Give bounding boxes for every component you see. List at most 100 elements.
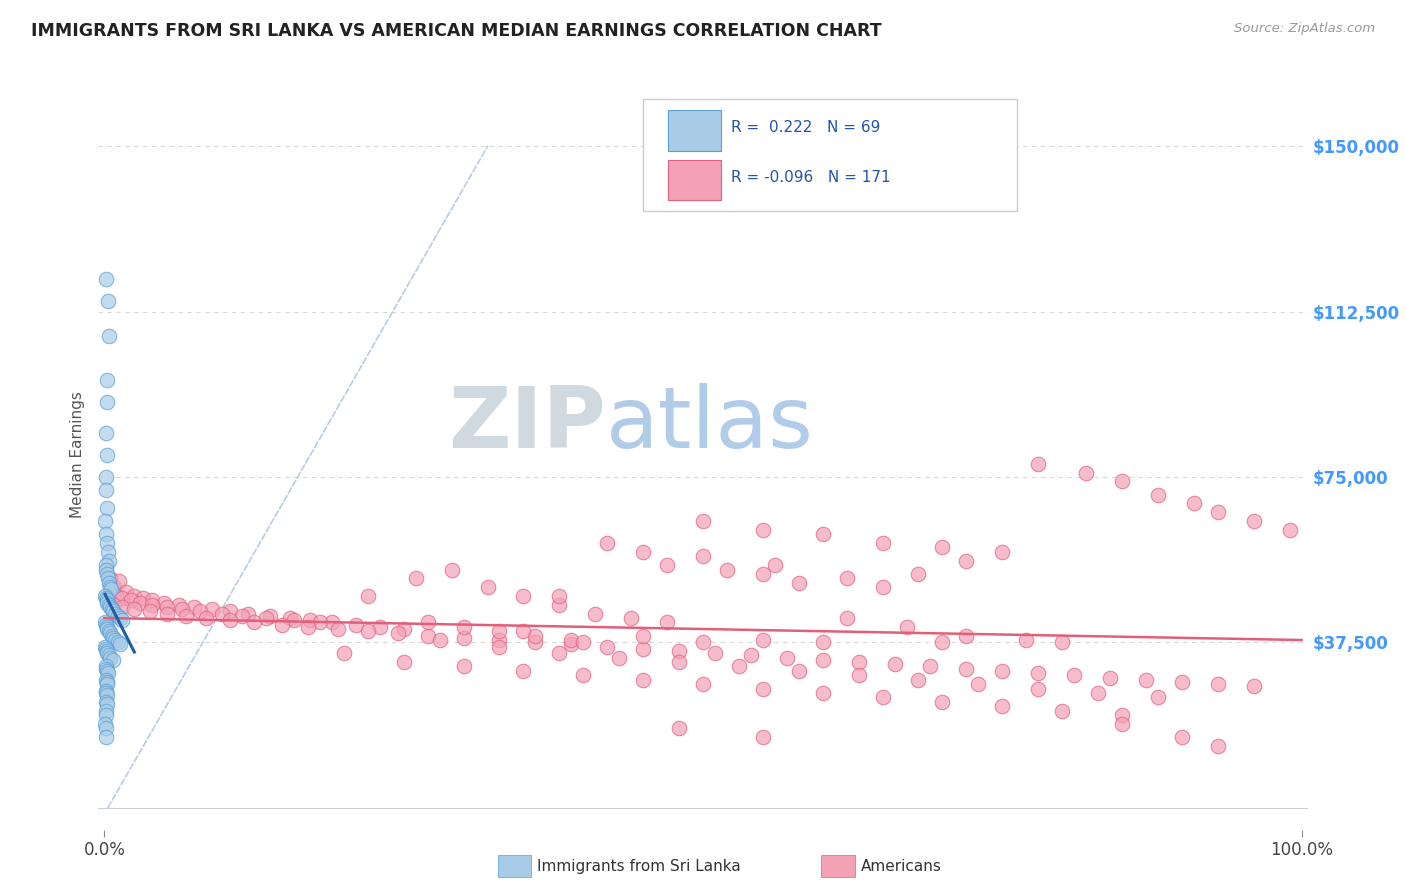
Point (1147, 487, 1170, 501)
Point (132, 591, 155, 606)
Point (752, 523, 775, 537)
Point (429, 633, 451, 648)
Point (153, 596, 176, 610)
Point (100, 582, 122, 597)
Point (524, 635, 547, 649)
Point (488, 640, 510, 654)
Point (692, 677, 714, 691)
Point (416, 629, 439, 643)
Point (835, 611, 858, 625)
Point (96, 644, 118, 658)
Point (668, 644, 690, 658)
Point (1206, 739, 1229, 753)
Point (488, 624, 510, 639)
Point (96, 662, 118, 676)
Point (105, 589, 128, 603)
Point (111, 591, 134, 606)
Point (1050, 635, 1073, 649)
Text: atlas: atlas (606, 384, 814, 467)
Point (512, 624, 534, 639)
Point (453, 631, 475, 645)
Point (1099, 671, 1122, 685)
Point (512, 589, 534, 603)
Point (278, 611, 301, 625)
Point (120, 593, 142, 607)
Point (668, 721, 690, 735)
Point (955, 554, 977, 568)
Point (931, 541, 953, 555)
Point (108, 611, 131, 625)
Point (94, 589, 117, 603)
Point (811, 686, 834, 700)
Point (259, 608, 281, 623)
Point (931, 695, 953, 709)
Point (405, 571, 427, 585)
Point (512, 664, 534, 678)
Point (524, 629, 547, 643)
Point (787, 664, 810, 678)
Point (631, 545, 654, 559)
Point (752, 566, 775, 581)
Point (991, 664, 1014, 678)
Point (668, 655, 690, 669)
Point (96, 664, 118, 678)
Point (740, 648, 762, 663)
Point (103, 580, 125, 594)
Point (94, 683, 117, 698)
Point (655, 558, 678, 573)
Point (94, 558, 117, 573)
Point (955, 662, 977, 676)
Point (1147, 690, 1170, 705)
Point (107, 608, 129, 623)
Point (96, 373, 118, 387)
Point (896, 620, 918, 634)
Point (488, 633, 510, 648)
Point (326, 622, 349, 636)
Text: Immigrants from Sri Lanka: Immigrants from Sri Lanka (537, 859, 741, 873)
Point (872, 536, 894, 550)
Point (103, 598, 125, 612)
Point (440, 562, 463, 576)
Point (787, 575, 810, 590)
Point (991, 545, 1014, 559)
Point (231, 608, 253, 623)
Point (392, 622, 415, 636)
Point (174, 608, 197, 623)
Y-axis label: Median Earnings: Median Earnings (70, 392, 86, 518)
Point (596, 640, 619, 654)
Point (97, 575, 120, 590)
Point (752, 730, 775, 744)
Point (96, 500, 118, 515)
Point (211, 607, 233, 621)
Point (1171, 730, 1194, 744)
Text: ZIP: ZIP (449, 384, 606, 467)
Point (96, 483, 118, 498)
Point (1087, 686, 1109, 700)
Point (560, 633, 582, 648)
Point (572, 635, 595, 649)
Point (141, 593, 163, 607)
Point (835, 571, 858, 585)
Point (344, 617, 367, 632)
Point (607, 650, 630, 665)
Text: Americans: Americans (860, 859, 942, 873)
Point (111, 599, 134, 614)
Point (1111, 475, 1133, 489)
Point (219, 604, 242, 618)
Point (776, 650, 799, 665)
Point (97, 571, 120, 585)
Point (1015, 633, 1038, 648)
Point (357, 624, 380, 639)
Point (195, 611, 218, 625)
Point (967, 677, 990, 691)
Point (100, 629, 122, 643)
Point (111, 613, 134, 627)
Point (108, 637, 131, 651)
Point (1050, 704, 1073, 718)
Point (94, 721, 117, 735)
Point (94, 641, 117, 656)
Point (453, 659, 475, 673)
Point (1063, 668, 1085, 682)
Point (96, 688, 118, 702)
Point (96, 708, 118, 723)
